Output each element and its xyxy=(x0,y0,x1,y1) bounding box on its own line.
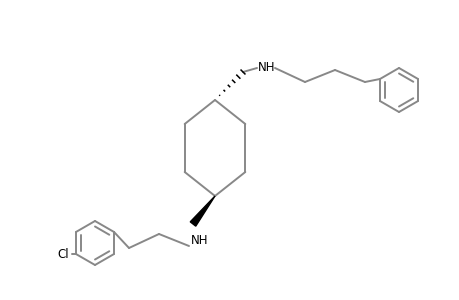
Text: NH: NH xyxy=(190,234,208,247)
Polygon shape xyxy=(190,196,214,226)
Text: Cl: Cl xyxy=(57,248,69,260)
Text: NH: NH xyxy=(257,61,275,74)
